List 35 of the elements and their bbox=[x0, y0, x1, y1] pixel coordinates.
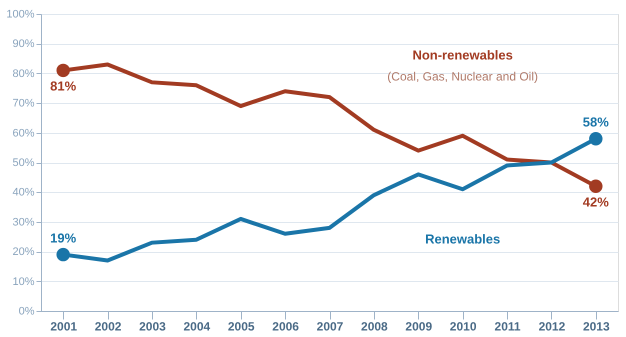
data-label: 58% bbox=[582, 114, 610, 130]
text: Renewables bbox=[425, 232, 500, 247]
x-tick-label: 2013 bbox=[582, 320, 610, 334]
x-tick-label: 2003 bbox=[139, 320, 166, 334]
x-tick-label: 2008 bbox=[361, 320, 388, 334]
x-tick-label: 2011 bbox=[494, 320, 521, 334]
y-tick-label: 40% bbox=[12, 186, 35, 199]
y-tick-label: 30% bbox=[12, 216, 35, 228]
y-tick-label: 70% bbox=[12, 98, 35, 110]
text: Non-renewables bbox=[412, 48, 513, 63]
data-label: 19% bbox=[50, 230, 77, 246]
x-tick-label: 2012 bbox=[538, 320, 566, 334]
point bbox=[56, 64, 70, 78]
point bbox=[589, 180, 603, 193]
y-tick-label: 60% bbox=[12, 127, 35, 140]
annotation: (Coal, Gas, Nuclear and Oil) bbox=[387, 69, 538, 84]
point bbox=[56, 248, 70, 262]
x-tick-label: 2006 bbox=[272, 320, 300, 334]
y-tick-label: 20% bbox=[12, 246, 35, 258]
x-tick-label: 2009 bbox=[405, 320, 432, 334]
y-tick-label: 100% bbox=[6, 8, 35, 20]
x-tick-label: 2004 bbox=[183, 320, 211, 334]
x-tick-label: 2007 bbox=[316, 320, 344, 334]
x-tick-label: 2002 bbox=[94, 320, 122, 334]
x-tick-label: 2005 bbox=[228, 320, 255, 334]
y-tick-label: 90% bbox=[12, 38, 35, 50]
y-tick-label: 10% bbox=[12, 276, 35, 288]
x-tick-label: 2001 bbox=[50, 320, 78, 334]
x-tick-label: 2010 bbox=[450, 320, 477, 334]
point bbox=[589, 132, 603, 146]
y-tick-label: 0% bbox=[18, 306, 35, 318]
data-label: 81% bbox=[50, 78, 77, 94]
data-label: 42% bbox=[582, 194, 610, 210]
y-tick-label: 80% bbox=[12, 68, 35, 80]
y-tick-label: 50% bbox=[12, 157, 35, 169]
